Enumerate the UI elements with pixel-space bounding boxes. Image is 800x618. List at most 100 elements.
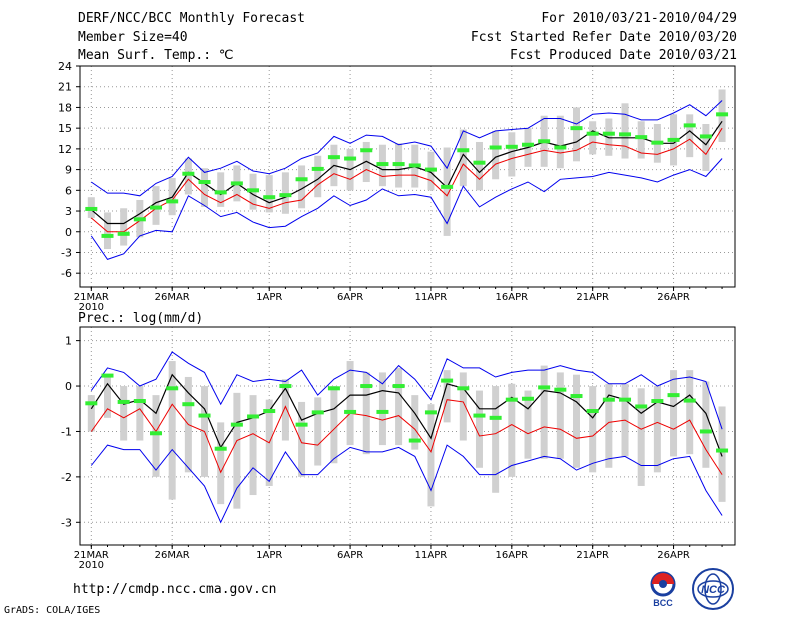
precipitation-spread-box — [395, 367, 403, 446]
temperature-xtick-label: 21APR — [576, 292, 609, 303]
precipitation-ytick-label: -2 — [61, 471, 72, 484]
precipitation-observed-marker — [198, 413, 211, 418]
temperature-spread-box — [556, 115, 564, 169]
temperature-ytick-label: 24 — [58, 60, 72, 73]
temperature-observed-marker — [716, 112, 729, 117]
precipitation-spread-box — [702, 381, 710, 468]
temperature-max-line — [91, 100, 723, 197]
precipitation-observed-marker — [602, 397, 615, 402]
ncc-logo-text: NCC — [701, 584, 726, 596]
temperature-spread-box — [702, 124, 710, 171]
precipitation-observed-marker — [392, 384, 405, 389]
temperature-observed-marker — [521, 142, 534, 147]
precipitation-observed-marker — [651, 399, 664, 404]
temperature-observed-marker — [295, 177, 308, 182]
temperature-observed-marker — [635, 135, 648, 140]
precipitation-observed-marker — [473, 413, 486, 418]
precipitation-observed-marker — [166, 386, 179, 391]
precipitation-spread-box — [217, 422, 225, 505]
temperature-xtick-label: 16APR — [496, 292, 529, 303]
precipitation-spread-box — [233, 392, 241, 509]
precipitation-spread-box — [298, 401, 306, 477]
temperature-observed-marker — [182, 171, 195, 176]
precipitation-observed-marker — [570, 394, 583, 399]
precipitation-spread-box — [718, 406, 726, 502]
temperature-observed-marker — [538, 139, 551, 144]
precipitation-spread-box — [427, 404, 435, 507]
temperature-ytick-label: 12 — [58, 143, 72, 156]
temperature-observed-marker — [117, 231, 130, 236]
temperature-observed-marker — [214, 190, 227, 195]
precipitation-observed-marker — [521, 396, 534, 401]
temperature-mean-line — [90, 127, 723, 233]
temperature-observed-marker — [101, 233, 114, 238]
precipitation-title: Prec.: log(mm/d) — [78, 311, 203, 326]
precipitation-observed-marker — [376, 409, 389, 414]
temperature-observed-marker — [279, 193, 292, 198]
temperature-observed-marker — [230, 181, 243, 186]
precipitation-max-line — [90, 351, 723, 430]
temperature-observed-marker — [408, 163, 421, 168]
temperature-spread-box — [298, 165, 306, 209]
precipitation-spread-box — [249, 395, 257, 496]
temperature-observed-marker — [392, 162, 405, 167]
temperature-ytick-label: -6 — [61, 267, 72, 280]
precipitation-spread-box — [281, 379, 289, 441]
precipitation-observed-marker — [117, 399, 130, 404]
precipitation-ytick-label: 0 — [65, 380, 72, 393]
precipitation-observed-marker — [457, 386, 470, 391]
temperature-observed-marker — [360, 148, 373, 153]
precipitation-spread-box — [87, 395, 95, 432]
temperature-spread-box — [459, 129, 467, 187]
precipitation-spread-box — [346, 361, 354, 446]
forecast-period: For 2010/03/21-2010/04/29 — [541, 11, 737, 26]
precipitation-spread-box — [103, 374, 111, 418]
precipitation-spread-box — [589, 386, 597, 473]
temperature-xtick-label: 26APR — [657, 292, 690, 303]
temperature-observed-marker — [150, 205, 163, 210]
precipitation-xtick-label: 6APR — [337, 550, 363, 561]
temperature-ytick-label: 18 — [58, 101, 72, 114]
temperature-spread-box — [217, 172, 225, 207]
precipitation-spread-box — [556, 372, 564, 459]
precipitation-spread-box — [573, 374, 581, 468]
temperature-spread-box — [184, 158, 192, 195]
temperature-observed-marker — [651, 140, 664, 145]
temperature-observed-marker — [424, 167, 437, 172]
precipitation-observed-marker — [182, 402, 195, 407]
temperature-spread-box — [637, 121, 645, 159]
temperature-observed-marker — [473, 160, 486, 165]
temperature-spread-box — [589, 121, 597, 155]
precipitation-xtick-label: 26MAR — [155, 550, 190, 561]
source-url[interactable]: http://cmdp.ncc.cma.gov.cn — [73, 582, 277, 597]
temperature-observed-marker — [489, 145, 502, 150]
member-size-label: Member Size=40 — [78, 30, 188, 45]
precipitation-xtick-label: 11APR — [415, 550, 448, 561]
temperature-observed-marker — [198, 180, 211, 185]
precipitation-spread-box — [637, 388, 645, 486]
precipitation-xtick-label: 21MAR — [74, 550, 109, 561]
temperature-observed-marker — [441, 184, 454, 189]
precipitation-observed-marker — [699, 429, 712, 434]
precipitation-spread-box — [492, 386, 500, 493]
temperature-observed-marker — [376, 162, 389, 167]
temperature-observed-marker — [85, 206, 98, 211]
precipitation-min-line — [90, 444, 723, 524]
temperature-xtick-sublabel: 2010 — [79, 302, 104, 313]
precipitation-observed-marker — [538, 385, 551, 390]
precipitation-spread-box — [411, 395, 419, 450]
temperature-xtick-label: 6APR — [337, 292, 363, 303]
precipitation-spread-box — [378, 372, 386, 446]
temperature-spread-box — [281, 172, 289, 214]
precipitation-spread-box — [314, 397, 322, 466]
temperature-observed-marker — [619, 132, 632, 137]
precipitation-observed-marker — [408, 438, 421, 443]
temperature-observed-marker — [311, 166, 324, 171]
temperature-spread-box — [265, 175, 273, 213]
temperature-frame — [79, 65, 736, 288]
precipitation-spread-box — [524, 390, 532, 459]
temperature-observed-marker — [263, 195, 276, 200]
temperature-observed-marker — [133, 217, 146, 222]
temperature-observed-marker — [586, 131, 599, 136]
grads-credit: GrADS: COLA/IGES — [4, 605, 101, 616]
